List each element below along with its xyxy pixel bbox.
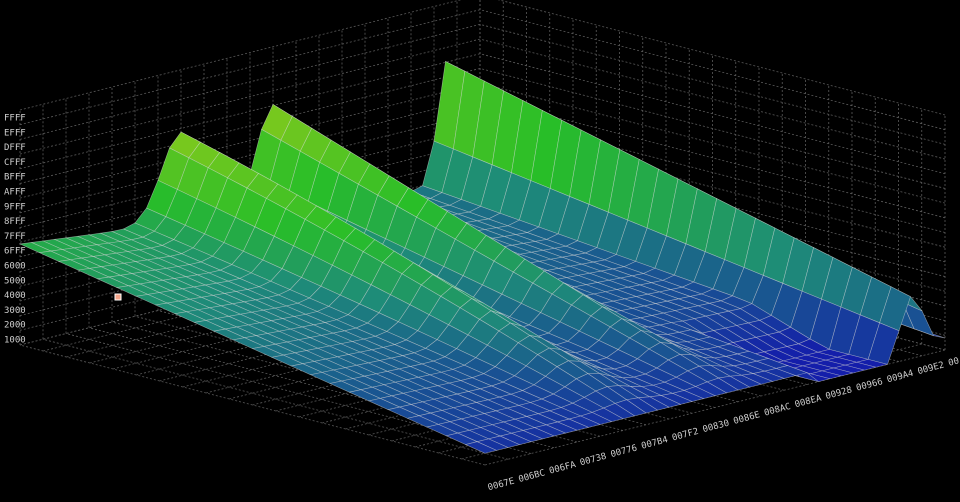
z-tick-label: 5000: [4, 276, 26, 286]
z-tick-label: 6000: [4, 262, 26, 272]
z-tick-label: 2000: [4, 321, 26, 331]
grid-line: [19, 0, 462, 111]
z-tick-label: CFFF: [4, 158, 26, 168]
grid-line: [497, 0, 946, 116]
surface: [18, 60, 946, 454]
z-tick-label: 1000: [4, 336, 26, 346]
cursor-marker[interactable]: [114, 293, 122, 301]
z-tick-label: BFFF: [4, 173, 26, 183]
z-tick-label: AFFF: [4, 188, 26, 198]
z-tick-label: EFFF: [4, 128, 26, 138]
z-tick-label: 6FFF: [4, 247, 26, 257]
z-tick-label: 3000: [4, 306, 26, 316]
grid-line: [19, 38, 481, 155]
z-tick-label: 8FFF: [4, 217, 26, 227]
z-tick-label: FFFF: [4, 114, 26, 124]
z-tick-label: 4000: [4, 291, 26, 301]
x-tick-label: 00: [947, 356, 960, 368]
grid-line: [479, 38, 946, 160]
surface-cell: [464, 441, 498, 454]
z-tick-label: 9FFF: [4, 202, 26, 212]
grid-line: [19, 82, 481, 199]
grid-line: [42, 338, 509, 460]
grid-line: [479, 82, 946, 204]
z-tick-label: 7FFF: [4, 232, 26, 242]
z-tick-label: DFFF: [4, 143, 26, 153]
